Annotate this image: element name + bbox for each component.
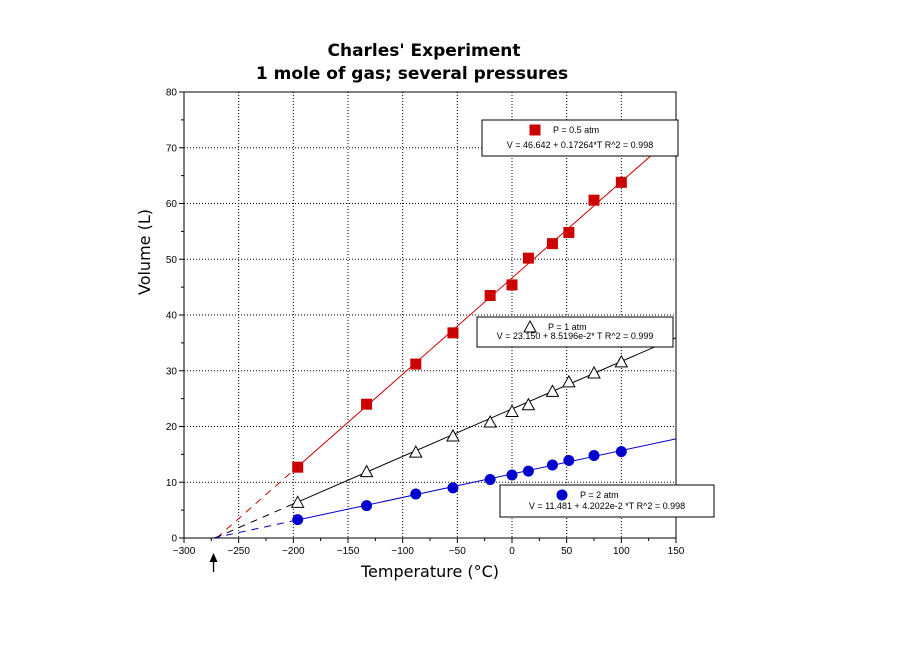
- x-tick-label: 100: [613, 546, 630, 557]
- data-point: [546, 238, 558, 250]
- data-point: [484, 473, 496, 485]
- y-axis-label: Volume (L): [135, 209, 154, 295]
- legend-series-name: P = 0.5 atm: [553, 125, 599, 135]
- fit-line: [293, 133, 677, 471]
- data-point: [292, 514, 304, 526]
- y-tick-label: 40: [166, 311, 178, 322]
- data-point: [522, 465, 534, 477]
- chart-title-line-1: Charles' Experiment: [328, 41, 521, 61]
- y-tick-label: 0: [171, 534, 177, 545]
- data-point: [483, 414, 497, 428]
- legend-frame: [499, 484, 715, 518]
- y-tick-label: 80: [166, 88, 178, 99]
- data-point: [292, 461, 304, 473]
- data-point: [361, 398, 373, 410]
- fit-line: [293, 337, 677, 505]
- legend-fit-equation: V = 23.150 + 8.5196e-2* T R^2 = 0.999: [497, 331, 654, 341]
- legends: P = 0.5 atm V = 46.642 + 0.17264*T R^2 = …: [476, 119, 715, 518]
- x-tick-label: −200: [282, 546, 305, 557]
- data-points: [290, 176, 629, 526]
- legend-marker: [529, 124, 541, 136]
- legend-series-name: P = 2 atm: [580, 490, 619, 500]
- data-point: [588, 449, 600, 461]
- extrapolation-line: [214, 503, 294, 539]
- data-point: [614, 354, 629, 368]
- data-point: [545, 384, 560, 397]
- data-point: [446, 428, 460, 442]
- data-point: [615, 446, 627, 458]
- extrapolation-line: [216, 470, 294, 539]
- legend-marker: [556, 489, 568, 501]
- legend-marker: [523, 319, 537, 333]
- data-point: [615, 176, 627, 188]
- x-tick-label: −300: [173, 546, 196, 557]
- y-tick-label: 50: [166, 255, 178, 266]
- data-point: [546, 459, 558, 471]
- legend-series-name: P = 1 atm: [548, 322, 587, 332]
- legend-frame: [481, 119, 679, 157]
- data-point: [447, 482, 459, 494]
- absolute-zero-arrow: [209, 553, 218, 572]
- x-tick-label: −50: [449, 546, 466, 557]
- data-point: [410, 488, 422, 500]
- grid: [184, 92, 676, 538]
- y-tick-label: 20: [166, 422, 178, 433]
- y-tick-label: 70: [166, 143, 178, 154]
- data-point: [447, 327, 459, 339]
- legend-fit-equation: V = 46.642 + 0.17264*T R^2 = 0.998: [507, 140, 653, 150]
- x-tick-label: 50: [561, 546, 573, 557]
- data-point: [408, 445, 423, 458]
- x-tick-label: 0: [509, 546, 515, 557]
- data-point: [410, 358, 422, 370]
- data-point: [521, 397, 536, 411]
- y-tick-label: 30: [166, 366, 178, 377]
- legend-frame: [476, 316, 674, 348]
- y-tick-label: 60: [166, 199, 178, 210]
- extrapolation-line: [213, 520, 294, 539]
- legend-fit-equation: V = 11.481 + 4.2022e-2 *T R^2 = 0.998: [529, 501, 685, 511]
- legend-box: P = 0.5 atm V = 46.642 + 0.17264*T R^2 = …: [481, 119, 679, 157]
- arrow-head-icon: [209, 553, 218, 562]
- y-tick-label: 10: [166, 478, 178, 489]
- data-point: [563, 226, 575, 238]
- data-point: [563, 455, 575, 467]
- data-point: [506, 469, 518, 481]
- x-tick-label: 150: [668, 546, 685, 557]
- data-point: [484, 289, 496, 301]
- x-axis-label: Temperature (°C): [360, 562, 499, 581]
- axis-ticks: −300 −250 −200 −150 −100 −50 0 50 100 150 0 10 20 30 4…: [166, 88, 685, 558]
- chart-title-line-2: 1 mole of gas; several pressures: [256, 64, 568, 84]
- data-point: [290, 495, 305, 508]
- data-point: [506, 279, 518, 291]
- data-point: [522, 252, 534, 264]
- data-point: [359, 464, 374, 478]
- data-point: [505, 404, 519, 417]
- data-point: [587, 365, 601, 379]
- data-point: [562, 374, 576, 388]
- x-tick-label: −100: [391, 546, 414, 557]
- data-point: [588, 194, 600, 206]
- x-tick-label: −150: [337, 546, 360, 557]
- data-point: [361, 500, 373, 512]
- x-tick-label: −250: [227, 546, 250, 557]
